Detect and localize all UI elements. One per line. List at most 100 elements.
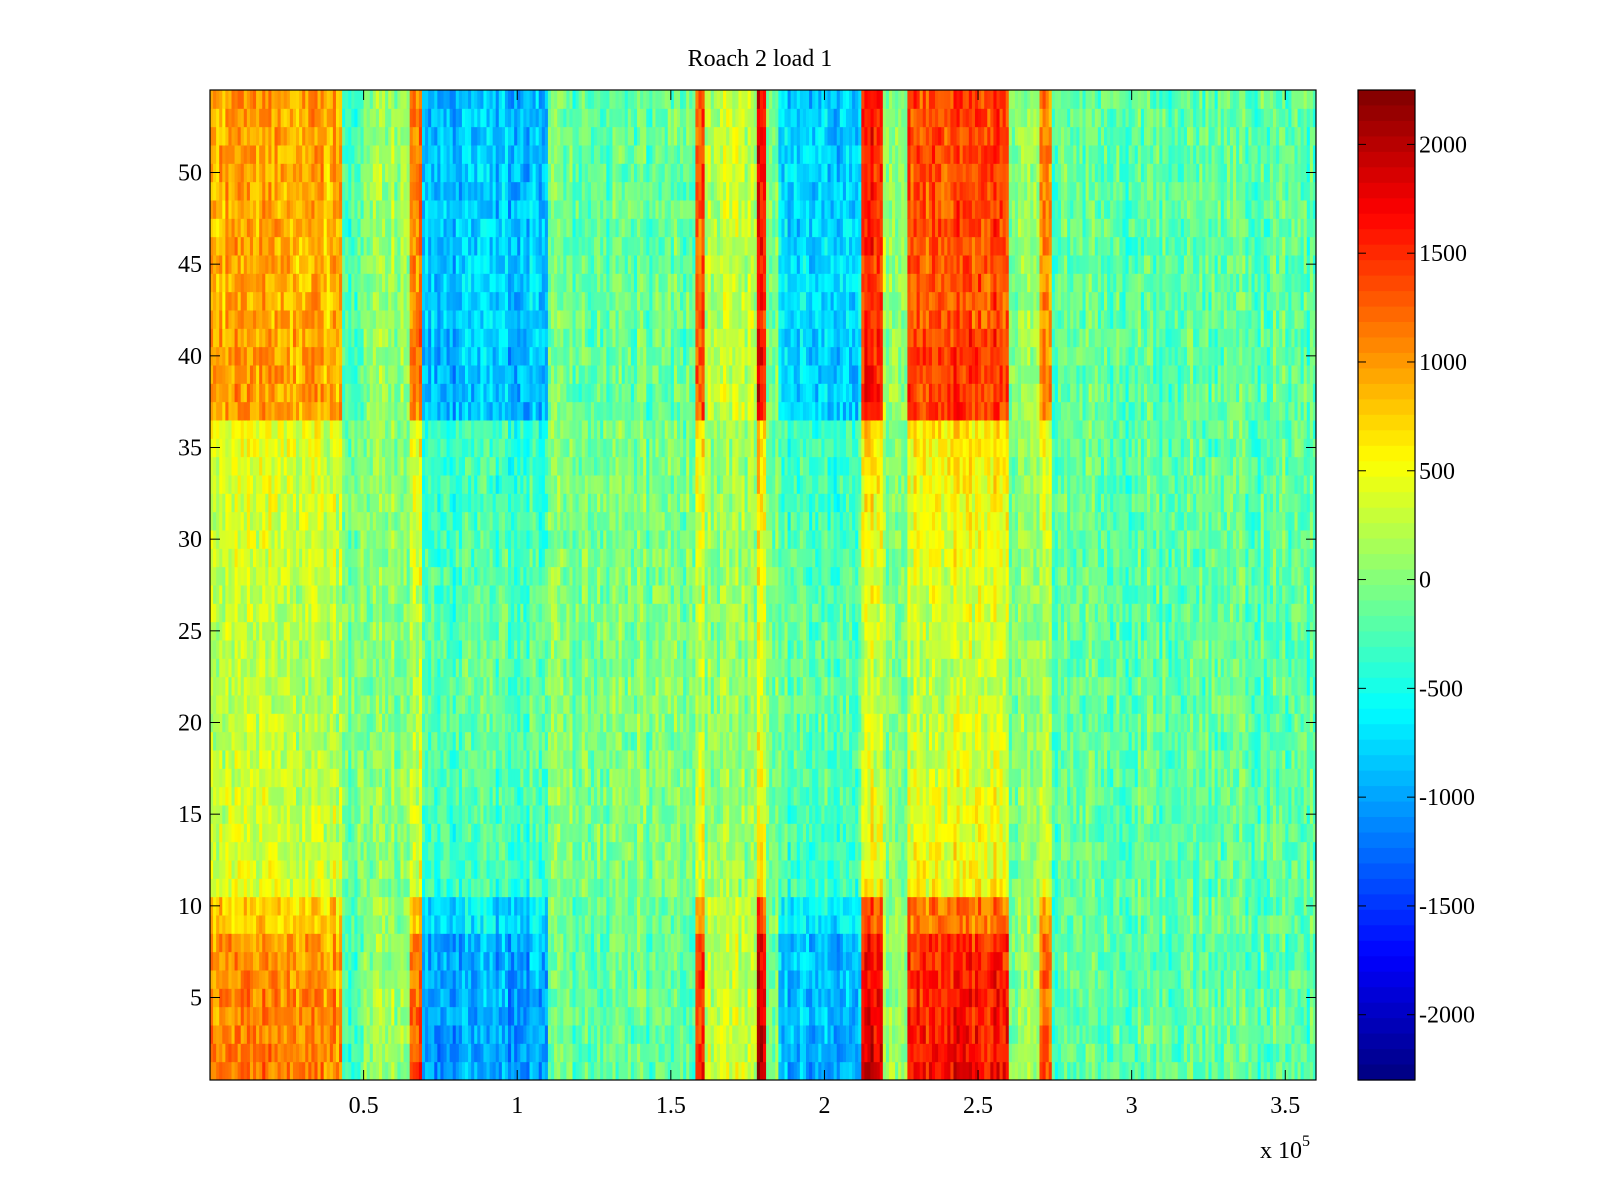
heatmap-cell [409,1043,414,1063]
heatmap-cell [277,438,282,458]
heatmap-cell [400,328,405,348]
heatmap-cell [372,823,377,843]
heatmap-cell [489,658,494,678]
heatmap-cell [305,878,309,898]
heatmap-cell [259,695,263,714]
heatmap-cell [332,291,337,311]
heatmap-cell [446,988,451,1008]
heatmap-cell [253,823,257,843]
heatmap-cell [225,456,229,476]
heatmap-cell [406,401,411,421]
heatmap-cell [418,108,423,128]
heatmap-cell [253,915,257,934]
heatmap-cell [299,126,303,146]
heatmap-cell [425,401,429,421]
heatmap-cell [415,658,420,678]
heatmap-cell [403,621,408,641]
heatmap-cell [234,328,239,348]
heatmap-cell [283,640,288,659]
heatmap-cell [305,365,309,384]
heatmap-cell [461,933,466,953]
heatmap-cell [452,511,457,531]
heatmap-cell [397,420,401,439]
heatmap-cell [332,236,337,256]
heatmap-cell [385,713,389,733]
heatmap-cell [385,255,389,274]
heatmap-cell [421,1061,426,1081]
heatmap-cell [412,310,417,329]
heatmap-cell [246,310,251,329]
heatmap-cell [382,970,386,989]
heatmap-cell [222,383,226,403]
heatmap-cell [326,988,331,1008]
heatmap-cell [461,163,466,183]
heatmap-cell [305,530,309,549]
heatmap-cell [492,621,497,641]
heatmap-cell [271,658,276,678]
heatmap-cell [428,511,432,531]
heatmap-cell [305,218,309,238]
heatmap-cell [332,438,337,458]
heatmap-cell [308,310,312,329]
heatmap-cell [458,878,463,898]
heatmap-cell [314,236,319,256]
heatmap-cell [388,383,392,403]
heatmap-cell [345,310,349,329]
heatmap-cell [292,768,297,788]
heatmap-cell [274,181,279,201]
heatmap-cell [216,1006,220,1026]
heatmap-cell [274,273,279,293]
heatmap-cell [468,695,472,714]
heatmap-cell [289,548,294,568]
heatmap-cell [403,291,408,311]
heatmap-cell [489,731,494,751]
heatmap-cell [317,933,322,953]
heatmap-cell [434,200,438,219]
heatmap-cell [234,126,239,146]
heatmap-cell [425,585,429,604]
heatmap-cell [440,676,444,696]
heatmap-cell [326,200,331,219]
heatmap-cell [412,585,417,604]
heatmap-cell [464,750,469,769]
heatmap-cell [280,841,285,861]
heatmap-cell [351,970,355,989]
heatmap-cell [388,236,392,256]
heatmap-cell [219,401,223,421]
heatmap-cell [474,1061,478,1081]
heatmap-cell [397,200,401,219]
heatmap-cell [351,181,355,201]
heatmap-cell [305,933,309,953]
heatmap-cell [400,273,405,293]
heatmap-cell [449,346,454,366]
heatmap-cell [262,163,266,183]
heatmap-cell [378,548,383,568]
heatmap-cell [210,310,214,329]
heatmap-cell [332,676,337,696]
heatmap-cell [219,1043,223,1063]
heatmap-cell [372,548,377,568]
heatmap-cell [391,823,395,843]
heatmap-cell [308,640,312,659]
heatmap-cell [317,511,322,531]
heatmap-cell [292,1061,297,1081]
heatmap-cell [286,126,291,146]
heatmap-cell [446,878,451,898]
heatmap-cell [406,878,411,898]
heatmap-cell [222,273,226,293]
heatmap-cell [403,988,408,1008]
heatmap-cell [268,493,272,513]
heatmap-cell [237,273,242,293]
heatmap-cell [280,218,285,238]
heatmap-cell [345,933,349,953]
heatmap-cell [326,548,331,568]
heatmap-cell [492,988,497,1008]
heatmap-cell [317,255,322,274]
heatmap-cell [296,255,300,274]
heatmap-cell [406,713,411,733]
heatmap-cell [345,621,349,641]
heatmap-cell [292,676,297,696]
heatmap-cell [259,713,263,733]
heatmap-cell [259,401,263,421]
heatmap-cell [378,475,383,494]
